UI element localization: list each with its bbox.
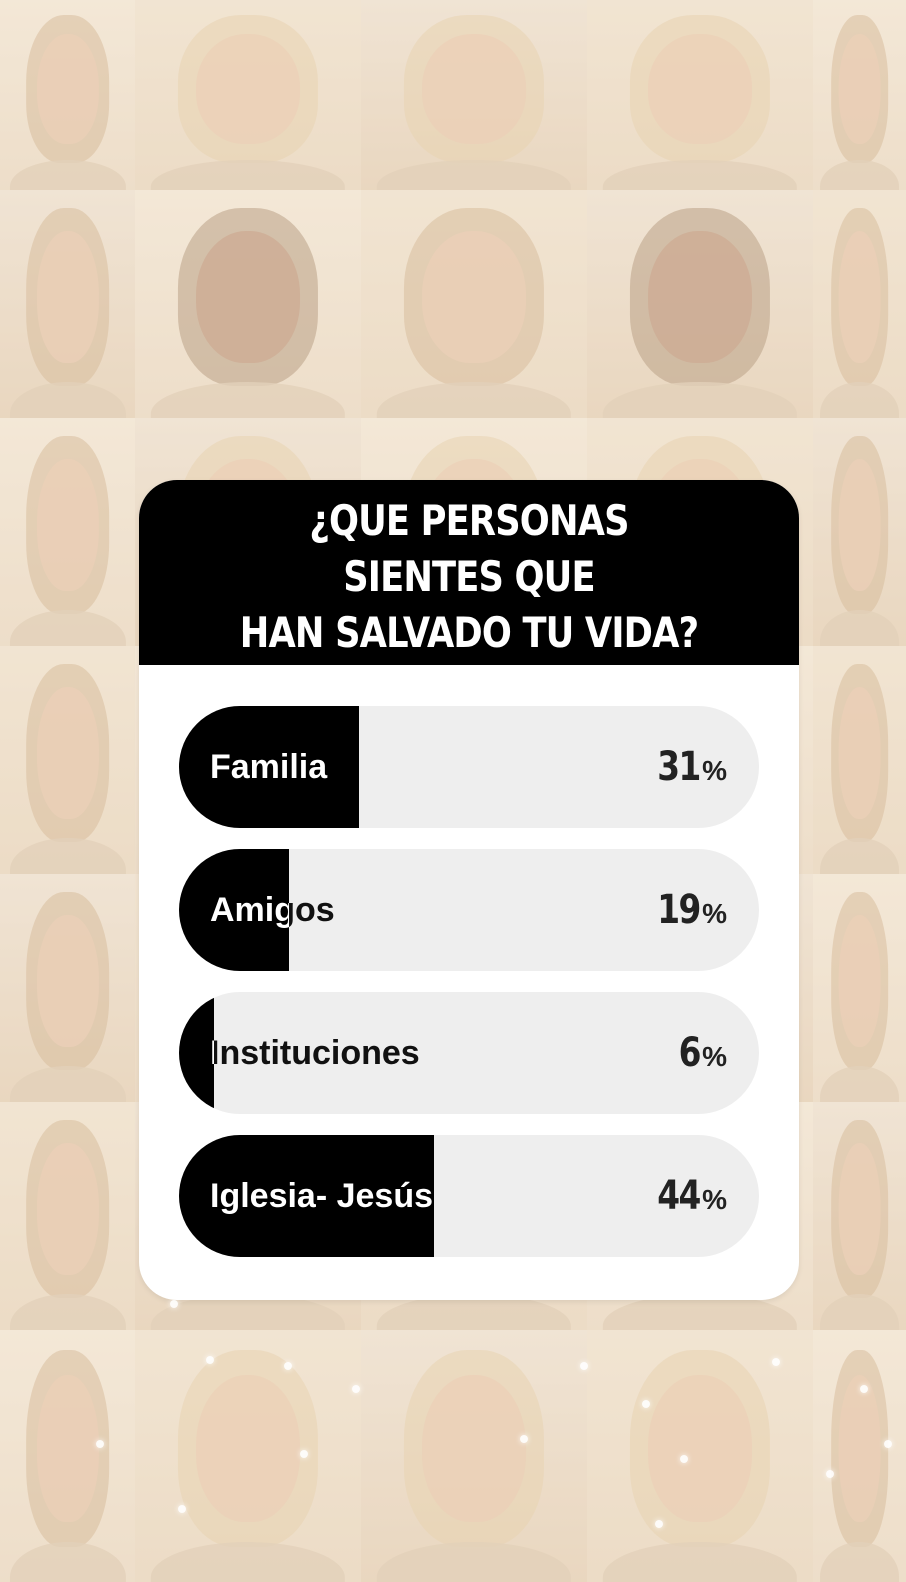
- background-face-tile: [587, 190, 813, 418]
- sparkle: [96, 1440, 104, 1448]
- background-face-tile: [0, 646, 135, 874]
- sparkle: [655, 1520, 663, 1528]
- sparkle: [580, 1362, 588, 1370]
- background-face-tile: [813, 874, 906, 1102]
- sparkle: [826, 1470, 834, 1478]
- poll-option-fill: [179, 1135, 435, 1257]
- background-face-tile: [135, 0, 361, 190]
- background-face-tile: [813, 0, 906, 190]
- sparkle: [178, 1505, 186, 1513]
- sparkle: [860, 1385, 868, 1393]
- background-face-tile: [813, 1330, 906, 1582]
- poll-option-amigos[interactable]: Amigos 19%: [179, 849, 759, 971]
- poll-question-header: ¿QUE PERSONAS SIENTES QUE HAN SALVADO TU…: [139, 480, 799, 665]
- background-face-tile: [0, 190, 135, 418]
- sparkle: [680, 1455, 688, 1463]
- poll-option-percent: 19%: [657, 887, 727, 933]
- background-face-tile: [135, 190, 361, 418]
- sparkle: [206, 1356, 214, 1364]
- poll-option-label: Amigos: [210, 891, 335, 929]
- background-face-tile: [813, 418, 906, 646]
- sparkle: [520, 1435, 528, 1443]
- poll-option-percent: 44%: [657, 1173, 727, 1219]
- poll-option-label: Familia: [210, 748, 328, 786]
- sparkle: [284, 1362, 292, 1370]
- poll-option-percent: 31%: [657, 744, 727, 790]
- background-face-tile: [0, 0, 135, 190]
- poll-option-label: Instituciones: [210, 1034, 420, 1072]
- background-face-tile: [0, 418, 135, 646]
- sparkle: [642, 1400, 650, 1408]
- sparkle: [884, 1440, 892, 1448]
- poll-option-familia[interactable]: Familia 31%: [179, 706, 759, 828]
- background-face-tile: [0, 1330, 135, 1582]
- background-face-tile: [813, 646, 906, 874]
- poll-option-fill: [179, 706, 359, 828]
- background-face-tile: [361, 1330, 587, 1582]
- sparkle: [772, 1358, 780, 1366]
- background-face-tile: [587, 1330, 813, 1582]
- poll-option-instituciones[interactable]: Instituciones 6%: [179, 992, 759, 1114]
- poll-option-label: Iglesia- Jesús: [210, 1177, 434, 1215]
- background-face-tile: [587, 0, 813, 190]
- poll-option-iglesia-jesus[interactable]: Iglesia- Jesús 44%: [179, 1135, 759, 1257]
- poll-options: Familia 31% Amigos 19% Instituciones 6% …: [179, 706, 759, 1278]
- poll-option-fill: [179, 849, 290, 971]
- sparkle: [352, 1385, 360, 1393]
- poll-option-percent: 6%: [678, 1030, 727, 1076]
- poll-question: ¿QUE PERSONAS SIENTES QUE HAN SALVADO TU…: [239, 495, 699, 657]
- background-face-tile: [361, 190, 587, 418]
- sparkle: [300, 1450, 308, 1458]
- background-face-tile: [361, 0, 587, 190]
- poll-card: ¿QUE PERSONAS SIENTES QUE HAN SALVADO TU…: [139, 480, 799, 1300]
- sparkle: [170, 1300, 178, 1308]
- background-face-tile: [135, 1330, 361, 1582]
- background-face-tile: [813, 190, 906, 418]
- background-face-tile: [0, 874, 135, 1102]
- background-face-tile: [813, 1102, 906, 1330]
- poll-option-fill: [179, 992, 214, 1114]
- background-face-tile: [0, 1102, 135, 1330]
